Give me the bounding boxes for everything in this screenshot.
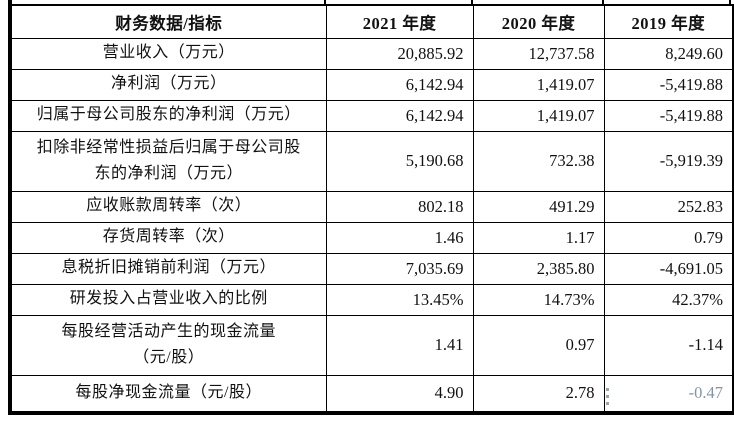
row-label: 研发投入占营业收入的比例	[9, 283, 327, 316]
row-value-2019: 0.79	[603, 221, 734, 254]
header-cell-2021: 2021 年度	[325, 4, 474, 39]
row-value-2020: 1,419.07	[472, 99, 605, 132]
row-value-2021: 1.41	[325, 314, 474, 376]
row-value-2020: 14.73%	[472, 283, 605, 316]
row-value-2019: -1.14	[603, 314, 734, 376]
table-row: 息税折旧摊销前利润（万元） 7,035.69 2,385.80 -4,691.0…	[9, 252, 734, 285]
header-cell-2020: 2020 年度	[472, 4, 605, 39]
row-value-2021: 13.45%	[325, 283, 474, 316]
row-value-2019: -5,419.88	[603, 99, 734, 132]
row-value-2021: 7,035.69	[325, 252, 474, 285]
row-label: 归属于母公司股东的净利润（万元）	[9, 99, 327, 132]
row-label: 应收账款周转率（次）	[9, 190, 327, 223]
row-value-2020: 1.17	[472, 221, 605, 254]
table-top-stub	[324, 0, 326, 5]
row-label: 净利润（万元）	[9, 68, 327, 101]
row-label: 息税折旧摊销前利润（万元）	[9, 252, 327, 285]
row-label: 每股经营活动产生的现金流量 （元/股）	[9, 314, 327, 376]
row-value-2020: 491.29	[472, 190, 605, 223]
table-row: 应收账款周转率（次） 802.18 491.29 252.83	[9, 190, 734, 223]
row-value-2020: 2.78	[472, 374, 605, 414]
table-top-stub	[602, 0, 604, 5]
table-row: 存货周转率（次） 1.46 1.17 0.79	[9, 221, 734, 254]
row-value-2021: 5,190.68	[325, 130, 474, 192]
row-value-2019: 252.83	[603, 190, 734, 223]
row-label: 营业收入（万元）	[9, 37, 327, 70]
table-row: 每股净现金流量（元/股） 4.90 2.78 -0.47	[9, 374, 734, 414]
row-value-2019: -5,419.88	[603, 68, 734, 101]
header-cell-2019: 2019 年度	[603, 4, 734, 39]
row-value-2021: 4.90	[325, 374, 474, 414]
header-cell-indicator: 财务数据/指标	[9, 4, 327, 39]
row-value-2019: 8,249.60	[603, 37, 734, 70]
table-top-stub	[729, 0, 731, 5]
table-row: 研发投入占营业收入的比例 13.45% 14.73% 42.37%	[9, 283, 734, 316]
table-body: 营业收入（万元） 20,885.92 12,737.58 8,249.60 净利…	[9, 37, 734, 414]
row-value-2021: 6,142.94	[325, 99, 474, 132]
row-value-2019: -4,691.05	[603, 252, 734, 285]
row-value-2020: 2,385.80	[472, 252, 605, 285]
financial-data-table: 财务数据/指标 2021 年度 2020 年度 2019 年度 营业收入（万元）…	[8, 4, 734, 415]
row-value-2020: 1,419.07	[472, 68, 605, 101]
row-value-2019: -0.47	[603, 374, 734, 414]
table-row: 净利润（万元） 6,142.94 1,419.07 -5,419.88	[9, 68, 734, 101]
row-value-2019: 42.37%	[603, 283, 734, 316]
row-value-2021: 20,885.92	[325, 37, 474, 70]
row-value-2021: 1.46	[325, 221, 474, 254]
row-label: 每股净现金流量（元/股）	[9, 374, 327, 414]
table-row: 营业收入（万元） 20,885.92 12,737.58 8,249.60	[9, 37, 734, 70]
watermark-artifact	[606, 388, 609, 405]
row-label: 扣除非经常性损益后归属于母公司股 东的净利润（万元）	[9, 130, 327, 192]
row-value-2020: 732.38	[472, 130, 605, 192]
row-value-2019: -5,919.39	[603, 130, 734, 192]
row-value-2021: 802.18	[325, 190, 474, 223]
row-value-2020: 0.97	[472, 314, 605, 376]
table-row: 每股经营活动产生的现金流量 （元/股） 1.41 0.97 -1.14	[9, 314, 734, 376]
table-header-row: 财务数据/指标 2021 年度 2020 年度 2019 年度	[9, 4, 734, 39]
row-value-2020: 12,737.58	[472, 37, 605, 70]
row-value-2021: 6,142.94	[325, 68, 474, 101]
row-label: 存货周转率（次）	[9, 221, 327, 254]
table-row: 归属于母公司股东的净利润（万元） 6,142.94 1,419.07 -5,41…	[9, 99, 734, 132]
table-top-stub	[8, 0, 12, 5]
table-row: 扣除非经常性损益后归属于母公司股 东的净利润（万元） 5,190.68 732.…	[9, 130, 734, 192]
table-top-stub	[471, 0, 473, 5]
